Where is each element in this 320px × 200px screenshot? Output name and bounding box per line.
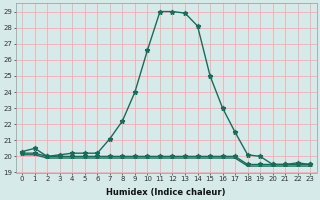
- X-axis label: Humidex (Indice chaleur): Humidex (Indice chaleur): [107, 188, 226, 197]
